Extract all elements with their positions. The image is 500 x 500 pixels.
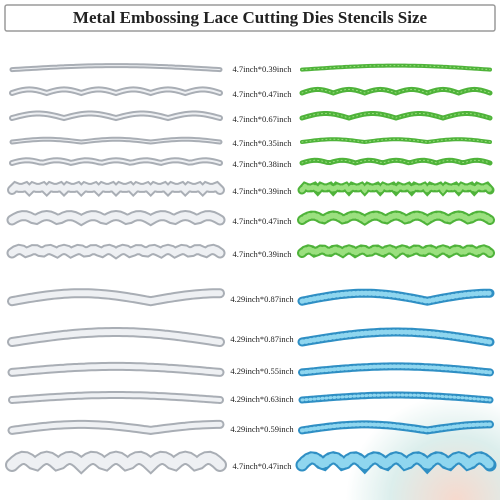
size-label: 4.7inch*0.35inch [232,138,292,148]
metal-die-highlight [9,290,223,305]
cut-sample-glitter [301,88,491,94]
metal-die-highlight [9,421,223,433]
metal-die-highlight [11,88,221,95]
size-label: 4.7inch*0.39inch [232,249,292,259]
metal-die-highlight [9,329,223,345]
metal-die-highlight [11,138,221,143]
cut-sample-glitter [299,246,493,257]
size-label: 4.29inch*0.87inch [230,334,294,344]
size-label: 4.7inch*0.39inch [232,186,292,196]
cut-sample-glitter [300,364,492,375]
cut-sample-glitter [299,212,493,224]
metal-die-highlight [10,393,222,402]
cut-sample-glitter [301,65,491,71]
cut-sample-glitter [300,422,492,433]
cut-sample-glitter [299,329,493,345]
cut-sample-glitter [297,453,495,472]
metal-die-highlight [11,112,221,120]
size-label: 4.7inch*0.47inch [232,461,292,471]
cut-sample-glitter [301,138,491,143]
size-label: 4.29inch*0.63inch [230,394,294,404]
size-label: 4.29inch*0.55inch [230,366,294,376]
size-label: 4.7inch*0.47inch [232,89,292,99]
size-label: 4.29inch*0.59inch [230,424,294,434]
metal-die-highlight [11,65,221,71]
size-label: 4.7inch*0.39inch [232,64,292,74]
metal-die-highlight [8,245,224,258]
cut-sample-glitter [301,159,491,164]
cut-sample-glitter [299,290,493,304]
metal-die-highlight [11,159,221,164]
cut-sample-glitter [301,113,491,119]
metal-die-highlight [8,211,224,225]
metal-die-highlight [7,452,225,472]
size-label: 4.7inch*0.67inch [232,114,292,124]
size-label: 4.7inch*0.38inch [232,159,292,169]
cut-sample-glitter [299,183,493,194]
cut-sample-glitter [300,393,492,402]
metal-die-highlight [9,183,223,195]
cut-sample [299,86,493,96]
size-label: 4.29inch*0.87inch [230,294,294,304]
title: Metal Embossing Lace Cutting Dies Stenci… [73,8,428,27]
metal-die-highlight [9,363,223,375]
title-box [4,4,496,32]
size-label: 4.7inch*0.47inch [232,216,292,226]
